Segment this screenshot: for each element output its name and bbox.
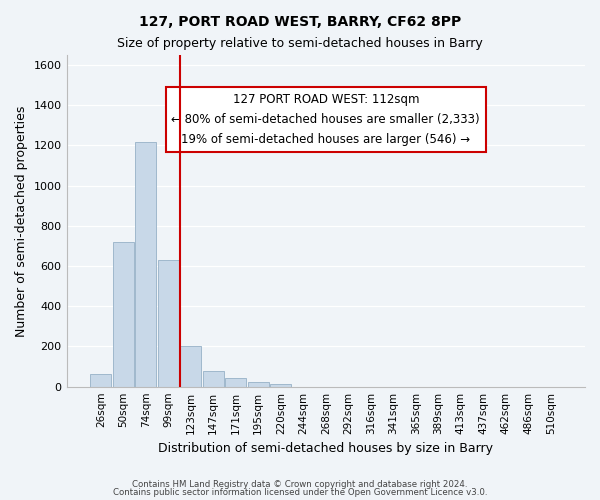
Bar [203,370,224,386]
Bar [225,378,247,386]
Text: 127 PORT ROAD WEST: 112sqm
← 80% of semi-detached houses are smaller (2,333)
19%: 127 PORT ROAD WEST: 112sqm ← 80% of semi… [172,93,480,146]
Bar [270,384,292,386]
Text: Contains public sector information licensed under the Open Government Licence v3: Contains public sector information licen… [113,488,487,497]
Bar [248,382,269,386]
Bar [113,242,134,386]
Bar [158,260,179,386]
Text: Size of property relative to semi-detached houses in Barry: Size of property relative to semi-detach… [117,38,483,51]
Text: Contains HM Land Registry data © Crown copyright and database right 2024.: Contains HM Land Registry data © Crown c… [132,480,468,489]
Bar [90,374,112,386]
Text: 127, PORT ROAD WEST, BARRY, CF62 8PP: 127, PORT ROAD WEST, BARRY, CF62 8PP [139,15,461,29]
X-axis label: Distribution of semi-detached houses by size in Barry: Distribution of semi-detached houses by … [158,442,493,455]
Bar [180,346,202,387]
Bar [135,142,157,386]
Y-axis label: Number of semi-detached properties: Number of semi-detached properties [15,105,28,336]
